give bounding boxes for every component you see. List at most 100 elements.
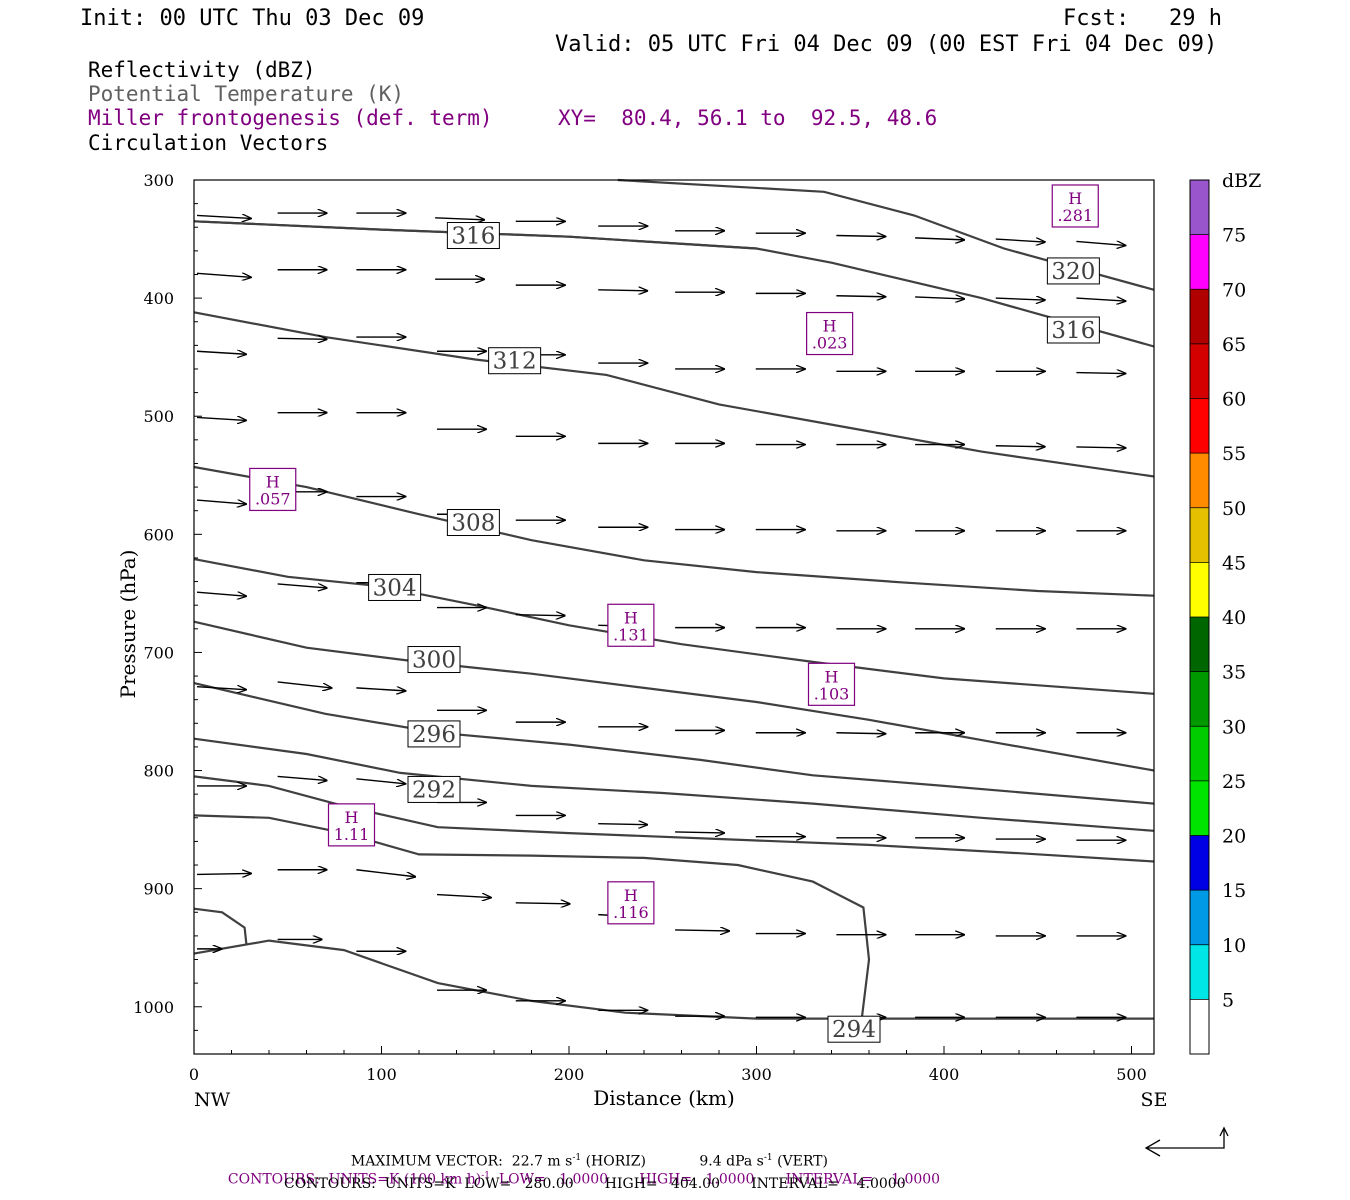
vector-arrow [836,733,885,734]
vector-arrow [515,615,565,616]
colorbar-segment [1190,780,1209,836]
fronto-max-value: 1.11 [334,825,370,844]
vector-arrow [277,681,332,688]
theta-contour-line [193,814,871,1022]
circulation-vectors [196,213,1125,1017]
y-tick-label: 400 [143,289,174,308]
theta-contour-line [193,939,1154,1020]
fronto-max-symbol: H [266,472,280,491]
x-tick-label: 400 [929,1065,960,1084]
theta-label: 316 [451,224,495,250]
theta-label: 296 [412,722,456,748]
x-tick-label: 0 [189,1065,199,1084]
vector-arrow [836,236,885,237]
theta-labels: 320 316 316 312 308 304 300 296 292 294 [368,222,1100,1043]
fronto-max-symbol: H [624,608,638,627]
vector-arrow [915,297,964,299]
theta-contour-line [193,682,1155,805]
colorbar: 5 10 15 20 25 30 35 40 45 50 55 60 65 70 75 dBZ [1189,170,1261,1055]
vector-arrow [196,500,246,504]
theta-label-box [446,222,500,250]
fronto-max-box [1051,184,1099,228]
max-vector-horiz: 22.7 m s [511,1153,573,1170]
theta-label: 320 [1051,259,1095,285]
colorbar-segment [1190,835,1209,891]
vector-arrow [356,869,415,877]
colorbar-tick-label: 35 [1222,662,1246,684]
theta-label: 308 [451,511,495,537]
cross-section-endpoints: XY= 80.4, 56.1 to 92.5, 48.6 [558,106,938,130]
colorbar-segment [1190,507,1209,563]
fronto-max-value: .131 [613,625,649,644]
colorbar-segment [1190,890,1209,945]
fronto-max-symbol: H [345,808,359,827]
vector-arrow [1076,298,1125,301]
fronto-max-symbol: H [624,886,638,905]
x-end-label-right: SE [1141,1089,1168,1111]
fronto-max-symbol: H [823,317,837,336]
colorbar-title: dBZ [1222,170,1261,192]
fronto-max-box [607,603,655,647]
colorbar-tick-label: 30 [1222,716,1246,738]
colorbar-segment [1190,398,1209,454]
vector-arrow [356,688,405,691]
theta-label: 304 [373,575,417,601]
horiz-exponent: -1 [572,1153,582,1163]
colorbar-tick-label: 55 [1222,443,1246,465]
theta-label: 316 [1051,318,1095,344]
theta-label-box [407,720,461,748]
colorbar-segment [1190,180,1209,235]
init-time: Init: 00 UTC Thu 03 Dec 09 [80,6,425,31]
max-vector-vert: 9.4 dPa s [699,1153,764,1170]
valid-time: Valid: 05 UTC Fri 04 Dec 09 (00 EST Fri … [555,32,1218,57]
colorbar-tick-label: 65 [1222,334,1246,356]
theta-label: 292 [412,777,456,803]
reference-vector-icon [1144,1126,1229,1157]
max-vector-label: MAXIMUM VECTOR: [350,1153,503,1170]
theta-contour-line [193,775,1155,863]
theta-contours [193,178,1155,1022]
x-tick-label: 100 [366,1065,397,1084]
vector-arrow [196,687,246,690]
theta-label: 300 [412,648,456,674]
fronto-max-box [807,662,856,706]
vector-arrow [196,351,246,354]
vector-arrow [1076,241,1125,245]
colorbar-tick-label: 40 [1222,607,1246,629]
theta-contour-line [193,907,248,946]
field-frontogenesis: Miller frontogenesis (def. term) [88,106,493,130]
colorbar-tick-label: 5 [1222,989,1234,1011]
vector-arrow [277,338,327,339]
colorbar-segment [1190,343,1209,399]
vector-arrow [1076,447,1125,448]
theta-label-box [368,573,422,601]
vector-arrow [995,239,1045,242]
theta-label-box [1046,316,1100,344]
fronto-max-value: .281 [1057,206,1093,225]
theta-label-box [446,509,500,537]
fronto-max-box [249,467,297,512]
max-vector-line: MAXIMUM VECTOR: 22.7 m s-1 (HORIZ) 9.4 d… [342,1140,828,1169]
field-reflectivity: Reflectivity (dBZ) [88,58,316,82]
field-circulation-vectors: Circulation Vectors [88,131,329,155]
vert-tag: (VERT) [772,1153,828,1170]
theta-contour-line [193,465,1155,597]
theta-contour-line [193,737,1155,832]
vector-arrow [1076,373,1125,374]
fronto-max-symbol: H [1068,189,1082,208]
y-tick-label: 300 [143,171,174,190]
x-end-label-left: NW [194,1089,231,1111]
vector-arrow [356,778,405,784]
colorbar-segment [1190,726,1209,781]
colorbar-tick-label: 25 [1222,771,1246,793]
y-tick-label: 900 [143,880,174,899]
theta-contour-line [193,558,1155,695]
y-tick-label: 800 [143,762,174,781]
vector-arrow [836,296,885,297]
vector-arrow [675,832,724,833]
theta-label-box [407,646,461,674]
vector-arrow [598,824,647,825]
x-tick-label: 200 [554,1065,585,1084]
